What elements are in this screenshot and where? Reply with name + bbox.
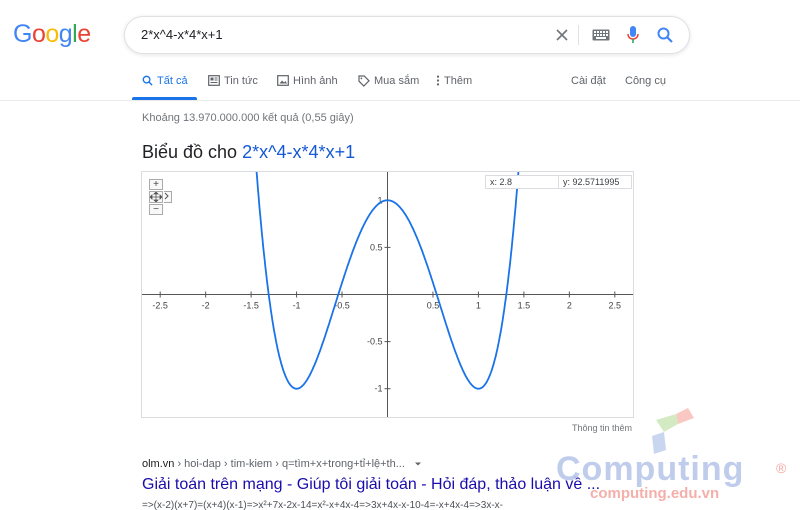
divider — [578, 25, 579, 45]
y-tick-label: 1 — [377, 195, 382, 205]
logo-letter: e — [77, 20, 91, 48]
active-tab-indicator — [132, 97, 197, 100]
divider — [0, 100, 800, 101]
tab-label: Tất cả — [157, 75, 188, 87]
result-title-link[interactable]: Giải toán trên mạng - Giúp tôi giải toán… — [142, 476, 601, 493]
logo-letter: o — [31, 20, 46, 48]
result-snippet: =>(x-2)(x+7)=(x+4)(x-1)=>x²+7x-2x-14=x²-… — [142, 500, 503, 510]
x-tick-label: 1 — [476, 301, 481, 311]
settings-label: Cài đặt — [571, 75, 606, 87]
logo-letter: g — [58, 20, 73, 48]
result-stats: Khoảng 13.970.000.000 kết quả (0,55 giây… — [142, 112, 354, 124]
tab-news[interactable]: Tin tức — [208, 75, 258, 101]
chevron-right-icon — [164, 192, 169, 200]
image-icon — [277, 75, 289, 86]
series-line — [255, 172, 520, 390]
pan-button[interactable] — [149, 191, 163, 203]
more-info-link[interactable]: Thông tin thêm — [572, 423, 633, 433]
tab-label: Thêm — [444, 75, 473, 87]
graph-title: Biểu đồ cho 2*x^4-x*4*x+1 — [142, 142, 355, 163]
zoom-out-button[interactable]: − — [149, 204, 163, 215]
function-graph[interactable]: -2.5 -2 -1.5 -1 -0.5 0.5 1 1.5 2 2.5 1 0.5 -0.5 -1 + … — [141, 171, 634, 418]
tab-shopping[interactable]: Mua sắm — [358, 75, 419, 101]
logo-letter: G — [13, 20, 32, 48]
search-icon[interactable] — [656, 26, 674, 44]
tab-more[interactable]: Thêm — [436, 75, 472, 101]
zoom-in-button[interactable]: + — [149, 179, 163, 190]
watermark-logo — [652, 408, 694, 454]
x-tick-label: 2.5 — [609, 301, 622, 311]
result-url[interactable]: olm.vn › hoi-dap › tim-kiem › q=tìm+x+tr… — [142, 458, 422, 470]
settings-link[interactable]: Cài đặt — [571, 75, 606, 101]
x-tick-label: -1 — [293, 301, 301, 311]
graph-title-prefix: Biểu đồ cho — [142, 142, 243, 162]
x-tick-label: -2 — [202, 301, 210, 311]
caret-down-icon[interactable] — [414, 461, 422, 467]
result-path: › hoi-dap › tim-kiem › q=tìm+x+trong+tỉ+… — [174, 458, 405, 470]
tab-images[interactable]: Hình ảnh — [277, 75, 338, 101]
graph-canvas[interactable]: -2.5 -2 -1.5 -1 -0.5 0.5 1 1.5 2 2.5 1 0.5 -0.5 -1 — [142, 172, 633, 417]
result-site: olm.vn — [142, 458, 175, 470]
x-tick-label: -0.5 — [334, 301, 350, 311]
watermark-url: computing.edu.vn — [590, 485, 720, 502]
keyboard-icon[interactable] — [592, 26, 610, 44]
google-logo[interactable]: Google — [13, 20, 91, 49]
x-tick-label: 0.5 — [427, 301, 440, 311]
y-tick-label: 0.5 — [370, 242, 383, 252]
y-tick-label: -1 — [374, 384, 382, 394]
watermark-brand: Computing — [556, 450, 745, 488]
logo-letter: l — [72, 20, 78, 48]
x-tick-label: 1.5 — [518, 301, 531, 311]
search-icon — [142, 75, 153, 86]
tab-label: Mua sắm — [374, 75, 420, 87]
tools-label: Công cụ — [625, 75, 666, 87]
coord-y-readout: y: 92.5711995 — [558, 175, 632, 189]
search-input[interactable]: 2*x^4-x*4*x+1 — [141, 27, 223, 42]
microphone-icon[interactable] — [624, 26, 642, 44]
x-tick-label: -2.5 — [152, 301, 168, 311]
news-icon — [208, 75, 220, 86]
logo-letter: o — [45, 20, 59, 48]
y-tick-label: -0.5 — [367, 337, 383, 347]
tag-icon — [358, 75, 370, 87]
x-tick-label: -1.5 — [243, 301, 259, 311]
tab-label: Tin tức — [224, 75, 258, 87]
graph-title-expression: 2*x^4-x*4*x+1 — [242, 142, 356, 162]
watermark-registered-mark: ® — [776, 460, 787, 476]
more-vert-icon — [436, 75, 440, 86]
expand-controls-button[interactable] — [164, 191, 172, 203]
coord-x-readout: x: 2.8 — [485, 175, 560, 189]
clear-icon[interactable] — [553, 26, 571, 44]
move-icon — [150, 192, 162, 202]
search-box[interactable]: 2*x^4-x*4*x+1 — [124, 16, 690, 54]
tab-label: Hình ảnh — [293, 75, 338, 87]
x-tick-label: 2 — [567, 301, 572, 311]
tools-link[interactable]: Công cụ — [625, 75, 666, 101]
tab-all[interactable]: Tất cả — [142, 75, 188, 101]
watermark-c-icon — [652, 408, 694, 454]
